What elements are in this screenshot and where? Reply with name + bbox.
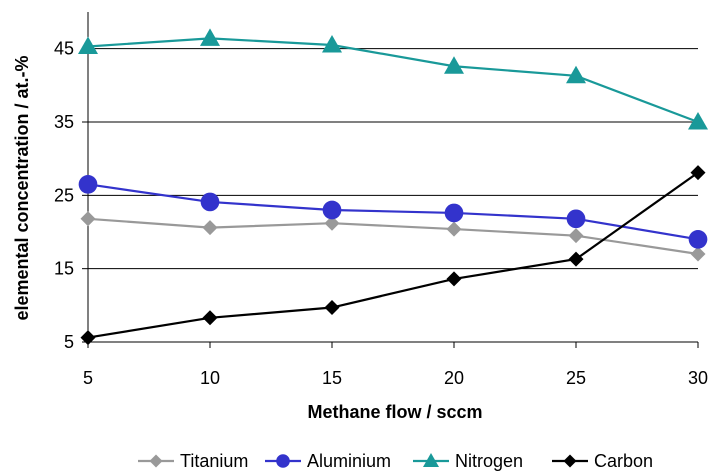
legend-item-titanium: Titanium — [138, 451, 248, 471]
titanium-point — [568, 228, 584, 244]
carbon-point — [568, 251, 584, 267]
legend-nitrogen-marker — [423, 453, 439, 467]
x-tick-label: 20 — [444, 368, 464, 388]
series-nitrogen — [78, 28, 708, 130]
aluminium-point — [688, 229, 708, 249]
y-tick-label: 45 — [54, 39, 74, 59]
series-group — [78, 28, 708, 346]
legend: Titanium Aluminium Nitrogen Carbon — [138, 451, 653, 471]
y-tick-label: 35 — [54, 112, 74, 132]
carbon-point — [324, 300, 340, 316]
legend-label: Titanium — [180, 451, 248, 471]
legend-label: Nitrogen — [455, 451, 523, 471]
x-tick-label: 10 — [200, 368, 220, 388]
aluminium-point — [78, 174, 98, 194]
nitrogen-line — [87, 37, 699, 124]
x-tick-label: 25 — [566, 368, 586, 388]
gridlines — [82, 48, 699, 348]
titanium-point — [446, 221, 462, 237]
titanium-line — [87, 217, 699, 256]
aluminium-point — [200, 192, 220, 212]
x-axis-title: Methane flow / sccm — [307, 402, 482, 422]
legend-item-aluminium: Aluminium — [265, 451, 391, 471]
series-carbon — [80, 165, 706, 346]
legend-carbon-marker — [563, 454, 577, 468]
nitrogen-point — [444, 56, 464, 74]
aluminium-line — [87, 183, 699, 241]
series-aluminium — [78, 174, 708, 249]
legend-item-nitrogen: Nitrogen — [413, 451, 523, 471]
legend-label: Aluminium — [307, 451, 391, 471]
carbon-point — [202, 310, 218, 326]
x-tick-label: 5 — [83, 368, 93, 388]
nitrogen-point — [200, 28, 220, 46]
titanium-point — [80, 211, 96, 227]
y-tick-label: 15 — [54, 259, 74, 279]
nitrogen-point — [688, 112, 708, 130]
series-titanium — [80, 211, 706, 262]
aluminium-point — [322, 200, 342, 220]
legend-label: Carbon — [594, 451, 653, 471]
legend-item-carbon: Carbon — [552, 451, 653, 471]
carbon-point — [690, 165, 706, 181]
carbon-point — [446, 271, 462, 287]
nitrogen-point — [78, 36, 98, 54]
y-axis-title: elemental concentration / at.-% — [12, 55, 32, 320]
titanium-point — [324, 215, 340, 231]
legend-titanium-marker — [149, 454, 163, 468]
nitrogen-point — [322, 35, 342, 53]
legend-aluminium-marker — [276, 454, 290, 468]
y-tick-labels: 5 15 25 35 45 — [54, 39, 74, 352]
titanium-point — [690, 246, 706, 262]
x-tick-label: 30 — [688, 368, 708, 388]
aluminium-point — [444, 203, 464, 223]
carbon-point — [80, 330, 96, 346]
x-tick-label: 15 — [322, 368, 342, 388]
titanium-point — [202, 220, 218, 236]
carbon-line — [87, 171, 699, 339]
y-tick-label: 25 — [54, 185, 74, 205]
nitrogen-point — [566, 65, 586, 84]
x-tick-labels: 5 10 15 20 25 30 — [83, 368, 708, 388]
y-tick-label: 5 — [64, 332, 74, 352]
aluminium-point — [566, 209, 586, 229]
